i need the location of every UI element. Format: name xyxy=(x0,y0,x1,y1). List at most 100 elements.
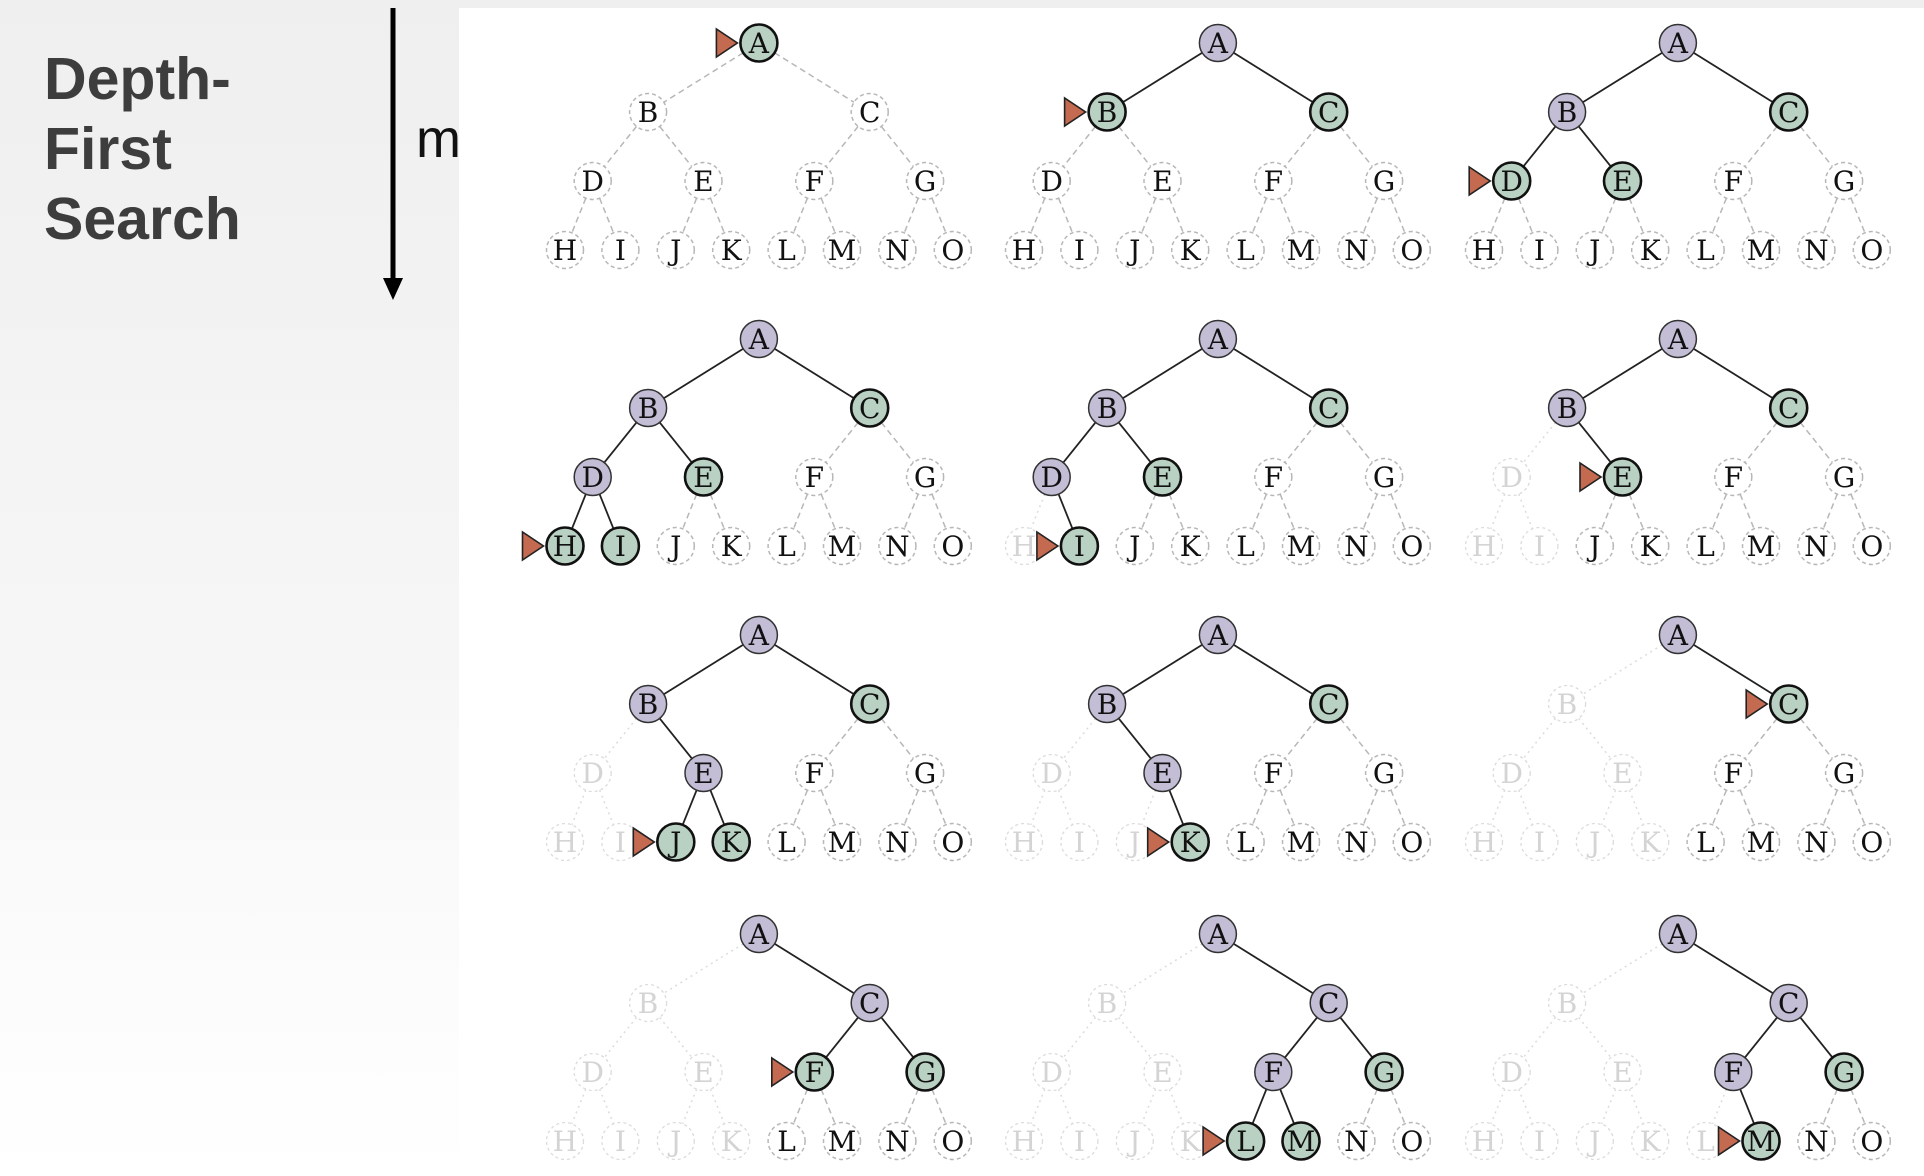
node-d: D xyxy=(1492,457,1531,497)
edge-G-O xyxy=(1390,197,1406,234)
node-label: H xyxy=(1012,826,1036,859)
node-a: A xyxy=(1198,23,1238,63)
node-label: M xyxy=(1287,1125,1316,1158)
edge-G-N xyxy=(1362,493,1378,530)
dfs-step-7: A B C D E F G H I J K L M N O xyxy=(545,615,973,862)
edge-E-J xyxy=(1600,493,1617,530)
node-label: F xyxy=(1264,165,1283,198)
node-circle xyxy=(1658,23,1698,63)
node-label: E xyxy=(1612,461,1632,494)
current-node-pointer-icon xyxy=(1468,165,1492,197)
node-circle xyxy=(1741,822,1781,862)
node-a: A xyxy=(739,914,779,954)
node-m: M xyxy=(822,822,862,862)
edge-D-H xyxy=(1490,493,1506,530)
edge-F-M xyxy=(1279,1088,1295,1125)
edge-B-E xyxy=(1117,717,1152,760)
node-circle xyxy=(1768,92,1809,132)
node-circle xyxy=(1824,457,1864,497)
edge-E-K xyxy=(709,197,726,234)
node-label: M xyxy=(1287,530,1316,563)
node-label: D xyxy=(1500,165,1522,198)
node-label: L xyxy=(777,530,796,563)
node-circle xyxy=(739,319,779,359)
edge-G-O xyxy=(931,493,947,530)
node-o: O xyxy=(1392,526,1432,566)
node-label: F xyxy=(805,1056,824,1089)
node-n: N xyxy=(1337,526,1376,566)
node-e: E xyxy=(1602,161,1643,201)
depth-label: m xyxy=(416,109,461,169)
node-circle xyxy=(1464,822,1504,862)
node-label: M xyxy=(828,826,857,859)
node-circle xyxy=(795,161,834,201)
node-circle xyxy=(1170,526,1210,566)
node-c: C xyxy=(849,684,890,724)
node-f: F xyxy=(1714,1052,1753,1092)
node-label: J xyxy=(667,530,681,563)
node-label: A xyxy=(748,918,770,951)
edge-C-F xyxy=(1744,125,1778,168)
node-g: G xyxy=(1364,753,1404,793)
node-label: C xyxy=(1778,392,1799,425)
node-label: B xyxy=(638,96,659,129)
edge-G-N xyxy=(903,1088,919,1125)
node-label: C xyxy=(1318,392,1339,425)
node-l: L xyxy=(1226,230,1265,270)
edge-B-D xyxy=(1062,1016,1097,1059)
node-circle xyxy=(1492,457,1531,497)
edge-D-H xyxy=(1030,197,1046,234)
node-circle xyxy=(1547,92,1587,132)
node-label: N xyxy=(1804,234,1829,267)
node-label: I xyxy=(615,530,626,563)
node-label: L xyxy=(1236,530,1255,563)
node-label: H xyxy=(553,234,577,267)
edge-B-D xyxy=(1062,717,1097,760)
edge-B-D xyxy=(1522,1016,1557,1059)
node-label: L xyxy=(777,826,796,859)
current-node-pointer-icon xyxy=(770,1056,795,1088)
node-k: K xyxy=(711,230,751,270)
node-k: K xyxy=(1170,230,1210,270)
node-circle xyxy=(1658,615,1698,655)
node-label: K xyxy=(1640,234,1662,267)
node-label: A xyxy=(1207,619,1229,652)
edge-A-C xyxy=(1233,52,1314,103)
dfs-step-10: A B C D E F G H I J K L M N O xyxy=(545,914,973,1161)
edge-G-N xyxy=(1362,1088,1378,1125)
edge-D-I xyxy=(1517,197,1534,234)
node-j: J xyxy=(1115,822,1154,862)
node-label: G xyxy=(1373,165,1395,198)
node-j: J xyxy=(1115,1121,1154,1161)
node-circle xyxy=(1547,388,1587,428)
node-circle xyxy=(1797,1121,1836,1161)
edge-G-N xyxy=(1362,197,1378,234)
node-circle xyxy=(1824,1052,1864,1092)
node-label: I xyxy=(1534,234,1545,267)
node-circle xyxy=(1198,23,1238,63)
node-circle xyxy=(684,1052,723,1092)
node-c: C xyxy=(1308,684,1349,724)
node-label: B xyxy=(1557,392,1578,425)
node-c: C xyxy=(1309,983,1348,1023)
node-l: L xyxy=(767,822,806,862)
node-label: I xyxy=(1074,234,1085,267)
node-k: K xyxy=(1630,230,1670,270)
node-circle xyxy=(1254,753,1293,793)
node-label: H xyxy=(553,530,577,563)
node-circle xyxy=(1281,1121,1321,1161)
node-g: G xyxy=(905,161,945,201)
edge-C-G xyxy=(880,125,915,168)
node-label: F xyxy=(1724,1056,1743,1089)
node-label: H xyxy=(553,1125,577,1158)
node-circle xyxy=(1254,1052,1293,1092)
node-circle xyxy=(1741,1121,1781,1161)
node-circle xyxy=(1032,1052,1071,1092)
node-label: B xyxy=(1097,688,1118,721)
node-label: A xyxy=(1667,619,1689,652)
node-d: D xyxy=(573,457,612,497)
node-h: H xyxy=(545,1121,585,1161)
node-circle xyxy=(1309,983,1348,1023)
node-circle xyxy=(822,526,862,566)
node-i: I xyxy=(1060,822,1099,862)
